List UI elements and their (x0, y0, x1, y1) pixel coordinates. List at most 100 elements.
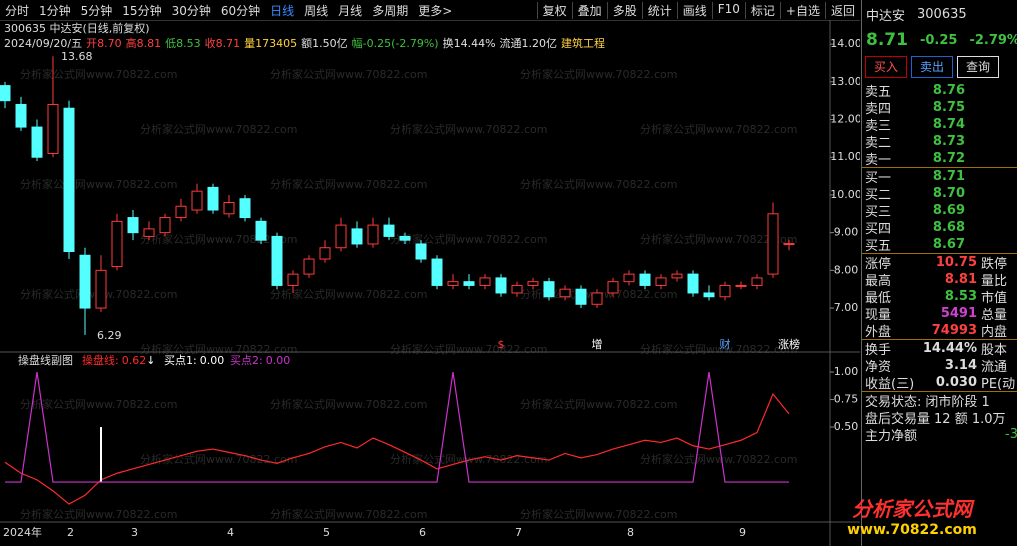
legend-value: 0.00 (266, 354, 291, 367)
stat-right: PE(动 (981, 377, 1016, 392)
candle-body (639, 273, 651, 286)
book-price: 8.74 (932, 117, 965, 132)
info-field: 流通1.20亿 (500, 36, 558, 50)
book-price: 8.73 (932, 134, 965, 149)
period-tab[interactable]: 30分钟 (171, 3, 211, 18)
candle-body (431, 258, 443, 286)
watermark: 分析家公式网www.70822.com (520, 397, 677, 411)
tool-button[interactable]: 返回 (824, 1, 860, 19)
logo-url: www.70822.com (847, 522, 977, 538)
y-tick-label: 11.00 (830, 150, 860, 163)
candle-body (543, 281, 555, 298)
stat-label: 收益(三) (865, 377, 915, 392)
candle-body (767, 213, 779, 275)
period-tab[interactable]: 更多> (418, 3, 453, 18)
stat-row: 最低 8.53 市值 (862, 288, 1017, 306)
toolbar: 分时 1分钟 5分钟 15分钟 30分钟 60分钟 日线 周线 月线 多周期 更多> 复权 叠加 多股 统计… (0, 0, 860, 21)
event-marker: 增 (592, 337, 603, 351)
stat-value: 14.44% (922, 341, 977, 356)
candle-body (671, 273, 683, 279)
order-button[interactable]: 查询 (957, 56, 1000, 78)
y-tick-label: 0.75 (834, 393, 859, 406)
book-price: 8.70 (932, 186, 965, 201)
period-tab[interactable]: 5分钟 (80, 3, 113, 18)
status-row: 主力净额 -3 (862, 426, 1017, 444)
candle-body (559, 288, 571, 298)
status-label: 交易状态: (865, 395, 922, 410)
order-buttons: 买入 卖出 查询 (862, 52, 1017, 82)
series-line (5, 371, 789, 483)
book-row: 买四 8.68 (862, 219, 1017, 237)
book-row: 买一 8.71 (862, 167, 1017, 186)
candle-body (47, 103, 59, 154)
watermark: 分析家公式网www.70822.com (270, 397, 427, 411)
watermark: 分析家公式网www.70822.com (640, 452, 797, 466)
quote-header: 中达安 300635 (862, 0, 1017, 28)
y-tick-label: 13.00 (830, 75, 860, 88)
period-tab[interactable]: 周线 (304, 3, 329, 18)
info-field: 量173405 (244, 37, 297, 50)
status-value: -3 (1005, 427, 1017, 442)
quote-panel: 中达安 300635 8.71 -0.25 -2.79% 买入 卖出 查询 卖五 8.76 卖四 8.… (847, 0, 1017, 546)
candle-body (687, 273, 699, 294)
y-tick-label: 10.00 (830, 188, 860, 201)
legend-value: 0.62 (122, 354, 147, 367)
tool-button[interactable]: 叠加 (571, 1, 607, 19)
tool-button[interactable]: 多股 (606, 1, 642, 19)
watermark: 分析家公式网www.70822.com (20, 397, 177, 411)
watermark: 分析家公式网www.70822.com (270, 177, 427, 191)
watermark: 分析家公式网www.70822.com (390, 232, 547, 246)
period-tab[interactable]: 分时 (5, 3, 30, 18)
tool-button[interactable]: +自选 (779, 1, 825, 19)
tool-button[interactable]: 复权 (536, 1, 572, 19)
tool-button[interactable]: 统计 (641, 1, 677, 19)
candle-body (127, 217, 139, 234)
period-tab[interactable]: 月线 (338, 3, 363, 18)
legend-entry: 买点2: 0.00 (230, 354, 290, 367)
candle-body (239, 198, 251, 219)
candle-body (31, 126, 43, 158)
stat-row: 外盘 74993 内盘 (862, 322, 1017, 340)
period-tab[interactable]: 15分钟 (122, 3, 162, 18)
x-tick-label: 2 (67, 526, 74, 539)
candle-body (527, 281, 539, 286)
period-tab[interactable]: 60分钟 (220, 3, 261, 18)
stat-label: 最低 (865, 291, 892, 306)
stat-label: 最高 (865, 274, 892, 289)
watermark: 分析家公式网www.70822.com (270, 287, 427, 301)
stat-label: 净资 (865, 360, 892, 375)
watermark: 分析家公式网www.70822.com (140, 122, 297, 136)
period-tab[interactable]: 1分钟 (39, 3, 71, 18)
legend-value: 0.00 (200, 354, 225, 367)
info-title: 300635 中达安(日线,前复权) (4, 21, 150, 35)
x-tick-label: 2024年 (3, 525, 42, 539)
book-row: 买二 8.70 (862, 185, 1017, 203)
info-field: 低8.53 (165, 37, 201, 50)
high-annotation: 13.68 (61, 50, 93, 63)
period-tab[interactable]: 多周期 (372, 3, 409, 18)
x-tick-label: 8 (627, 526, 634, 539)
info-field: 建筑工程 (561, 36, 605, 50)
period-tab[interactable]: 日线 (270, 3, 295, 18)
watermark: 分析家公式网www.70822.com (520, 67, 677, 81)
order-button[interactable]: 卖出 (911, 56, 954, 78)
y-tick-label: 1.00 (834, 365, 859, 378)
book-price: 8.68 (932, 220, 965, 235)
tool-button[interactable]: F10 (711, 1, 745, 19)
logo-name: 分析家公式网 (852, 497, 972, 521)
x-tick-label: 7 (515, 526, 522, 539)
stat-row: 收益(三) 0.030 PE(动 (862, 374, 1017, 392)
tool-button[interactable]: 画线 (676, 1, 712, 19)
x-tick-label: 5 (323, 526, 330, 539)
candle-body (335, 224, 347, 249)
candle-body (271, 235, 283, 286)
tool-button[interactable]: 标记 (744, 1, 780, 19)
last-price: 8.71 (866, 30, 908, 50)
chart: 300635 中达安(日线,前复权) 2024/09/20/五 开8.70 高8.81… (0, 20, 860, 546)
order-button[interactable]: 买入 (865, 56, 908, 78)
candle-body (623, 273, 635, 283)
info-date: 2024/09/20/五 (4, 37, 82, 50)
candle-body (287, 273, 299, 286)
candle-body (175, 205, 187, 219)
watermark: 分析家公式网www.70822.com (140, 452, 297, 466)
